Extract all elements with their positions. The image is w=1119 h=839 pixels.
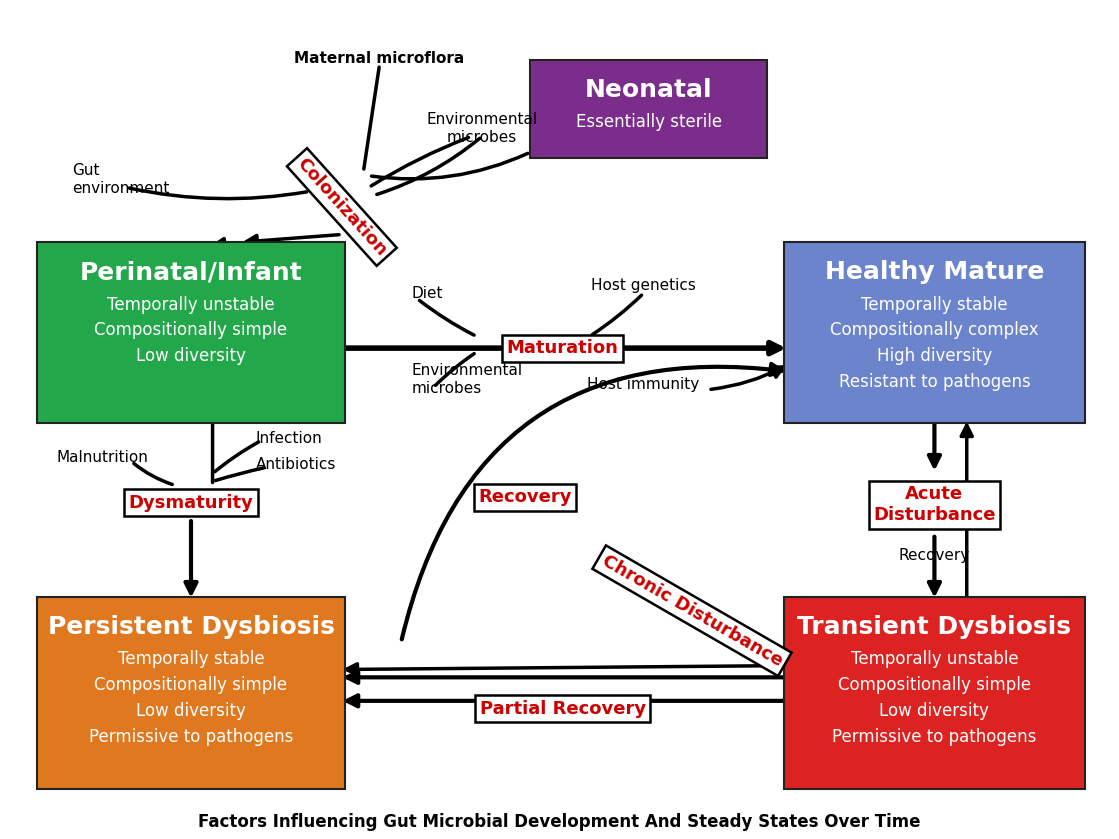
- FancyBboxPatch shape: [37, 597, 345, 789]
- Text: High diversity: High diversity: [877, 347, 993, 365]
- Text: Chronic Disturbance: Chronic Disturbance: [599, 551, 786, 670]
- Text: Environmental
microbes: Environmental microbes: [412, 363, 523, 396]
- Text: Host immunity: Host immunity: [587, 378, 699, 393]
- FancyBboxPatch shape: [783, 597, 1085, 789]
- Text: Environmental
microbes: Environmental microbes: [426, 112, 537, 145]
- Text: Partial Recovery: Partial Recovery: [480, 700, 646, 717]
- Text: Maternal microflora: Maternal microflora: [294, 50, 464, 65]
- Text: Infection: Infection: [255, 430, 322, 446]
- Text: Factors Influencing Gut Microbial Development And Steady States Over Time: Factors Influencing Gut Microbial Develo…: [198, 813, 921, 831]
- Text: Temporally stable: Temporally stable: [862, 295, 1008, 314]
- Text: Permissive to pathogens: Permissive to pathogens: [833, 728, 1036, 746]
- Text: Neonatal: Neonatal: [585, 78, 713, 102]
- Text: Compositionally complex: Compositionally complex: [830, 321, 1038, 340]
- Text: Colonization: Colonization: [293, 154, 391, 259]
- Text: Compositionally simple: Compositionally simple: [94, 676, 288, 694]
- Text: Low diversity: Low diversity: [137, 347, 246, 365]
- Text: Malnutrition: Malnutrition: [56, 451, 148, 466]
- FancyBboxPatch shape: [37, 242, 345, 423]
- Text: Dysmaturity: Dysmaturity: [129, 493, 253, 512]
- Text: Antibiotics: Antibiotics: [255, 456, 336, 472]
- Text: Diet: Diet: [412, 286, 443, 300]
- Text: Recovery: Recovery: [478, 488, 572, 506]
- Text: Persistent Dysbiosis: Persistent Dysbiosis: [48, 615, 335, 639]
- Text: Low diversity: Low diversity: [880, 702, 989, 720]
- Text: Healthy Mature: Healthy Mature: [825, 260, 1044, 284]
- Text: Perinatal/Infant: Perinatal/Infant: [79, 260, 302, 284]
- Text: Compositionally simple: Compositionally simple: [838, 676, 1031, 694]
- Text: Low diversity: Low diversity: [137, 702, 246, 720]
- FancyBboxPatch shape: [530, 60, 768, 158]
- Text: Temporally unstable: Temporally unstable: [850, 650, 1018, 669]
- Text: Permissive to pathogens: Permissive to pathogens: [88, 728, 293, 746]
- Text: Acute
Disturbance: Acute Disturbance: [873, 486, 996, 524]
- Text: Compositionally simple: Compositionally simple: [94, 321, 288, 340]
- Text: Essentially sterile: Essentially sterile: [576, 113, 722, 132]
- Text: Transient Dysbiosis: Transient Dysbiosis: [798, 615, 1071, 639]
- Text: Recovery: Recovery: [899, 549, 970, 563]
- Text: Host genetics: Host genetics: [591, 278, 696, 293]
- Text: Temporally stable: Temporally stable: [117, 650, 264, 669]
- Text: Maturation: Maturation: [507, 339, 619, 357]
- Text: Temporally unstable: Temporally unstable: [107, 295, 275, 314]
- Text: Resistant to pathogens: Resistant to pathogens: [838, 373, 1031, 391]
- Text: Gut
environment: Gut environment: [73, 164, 170, 195]
- FancyBboxPatch shape: [783, 242, 1085, 423]
